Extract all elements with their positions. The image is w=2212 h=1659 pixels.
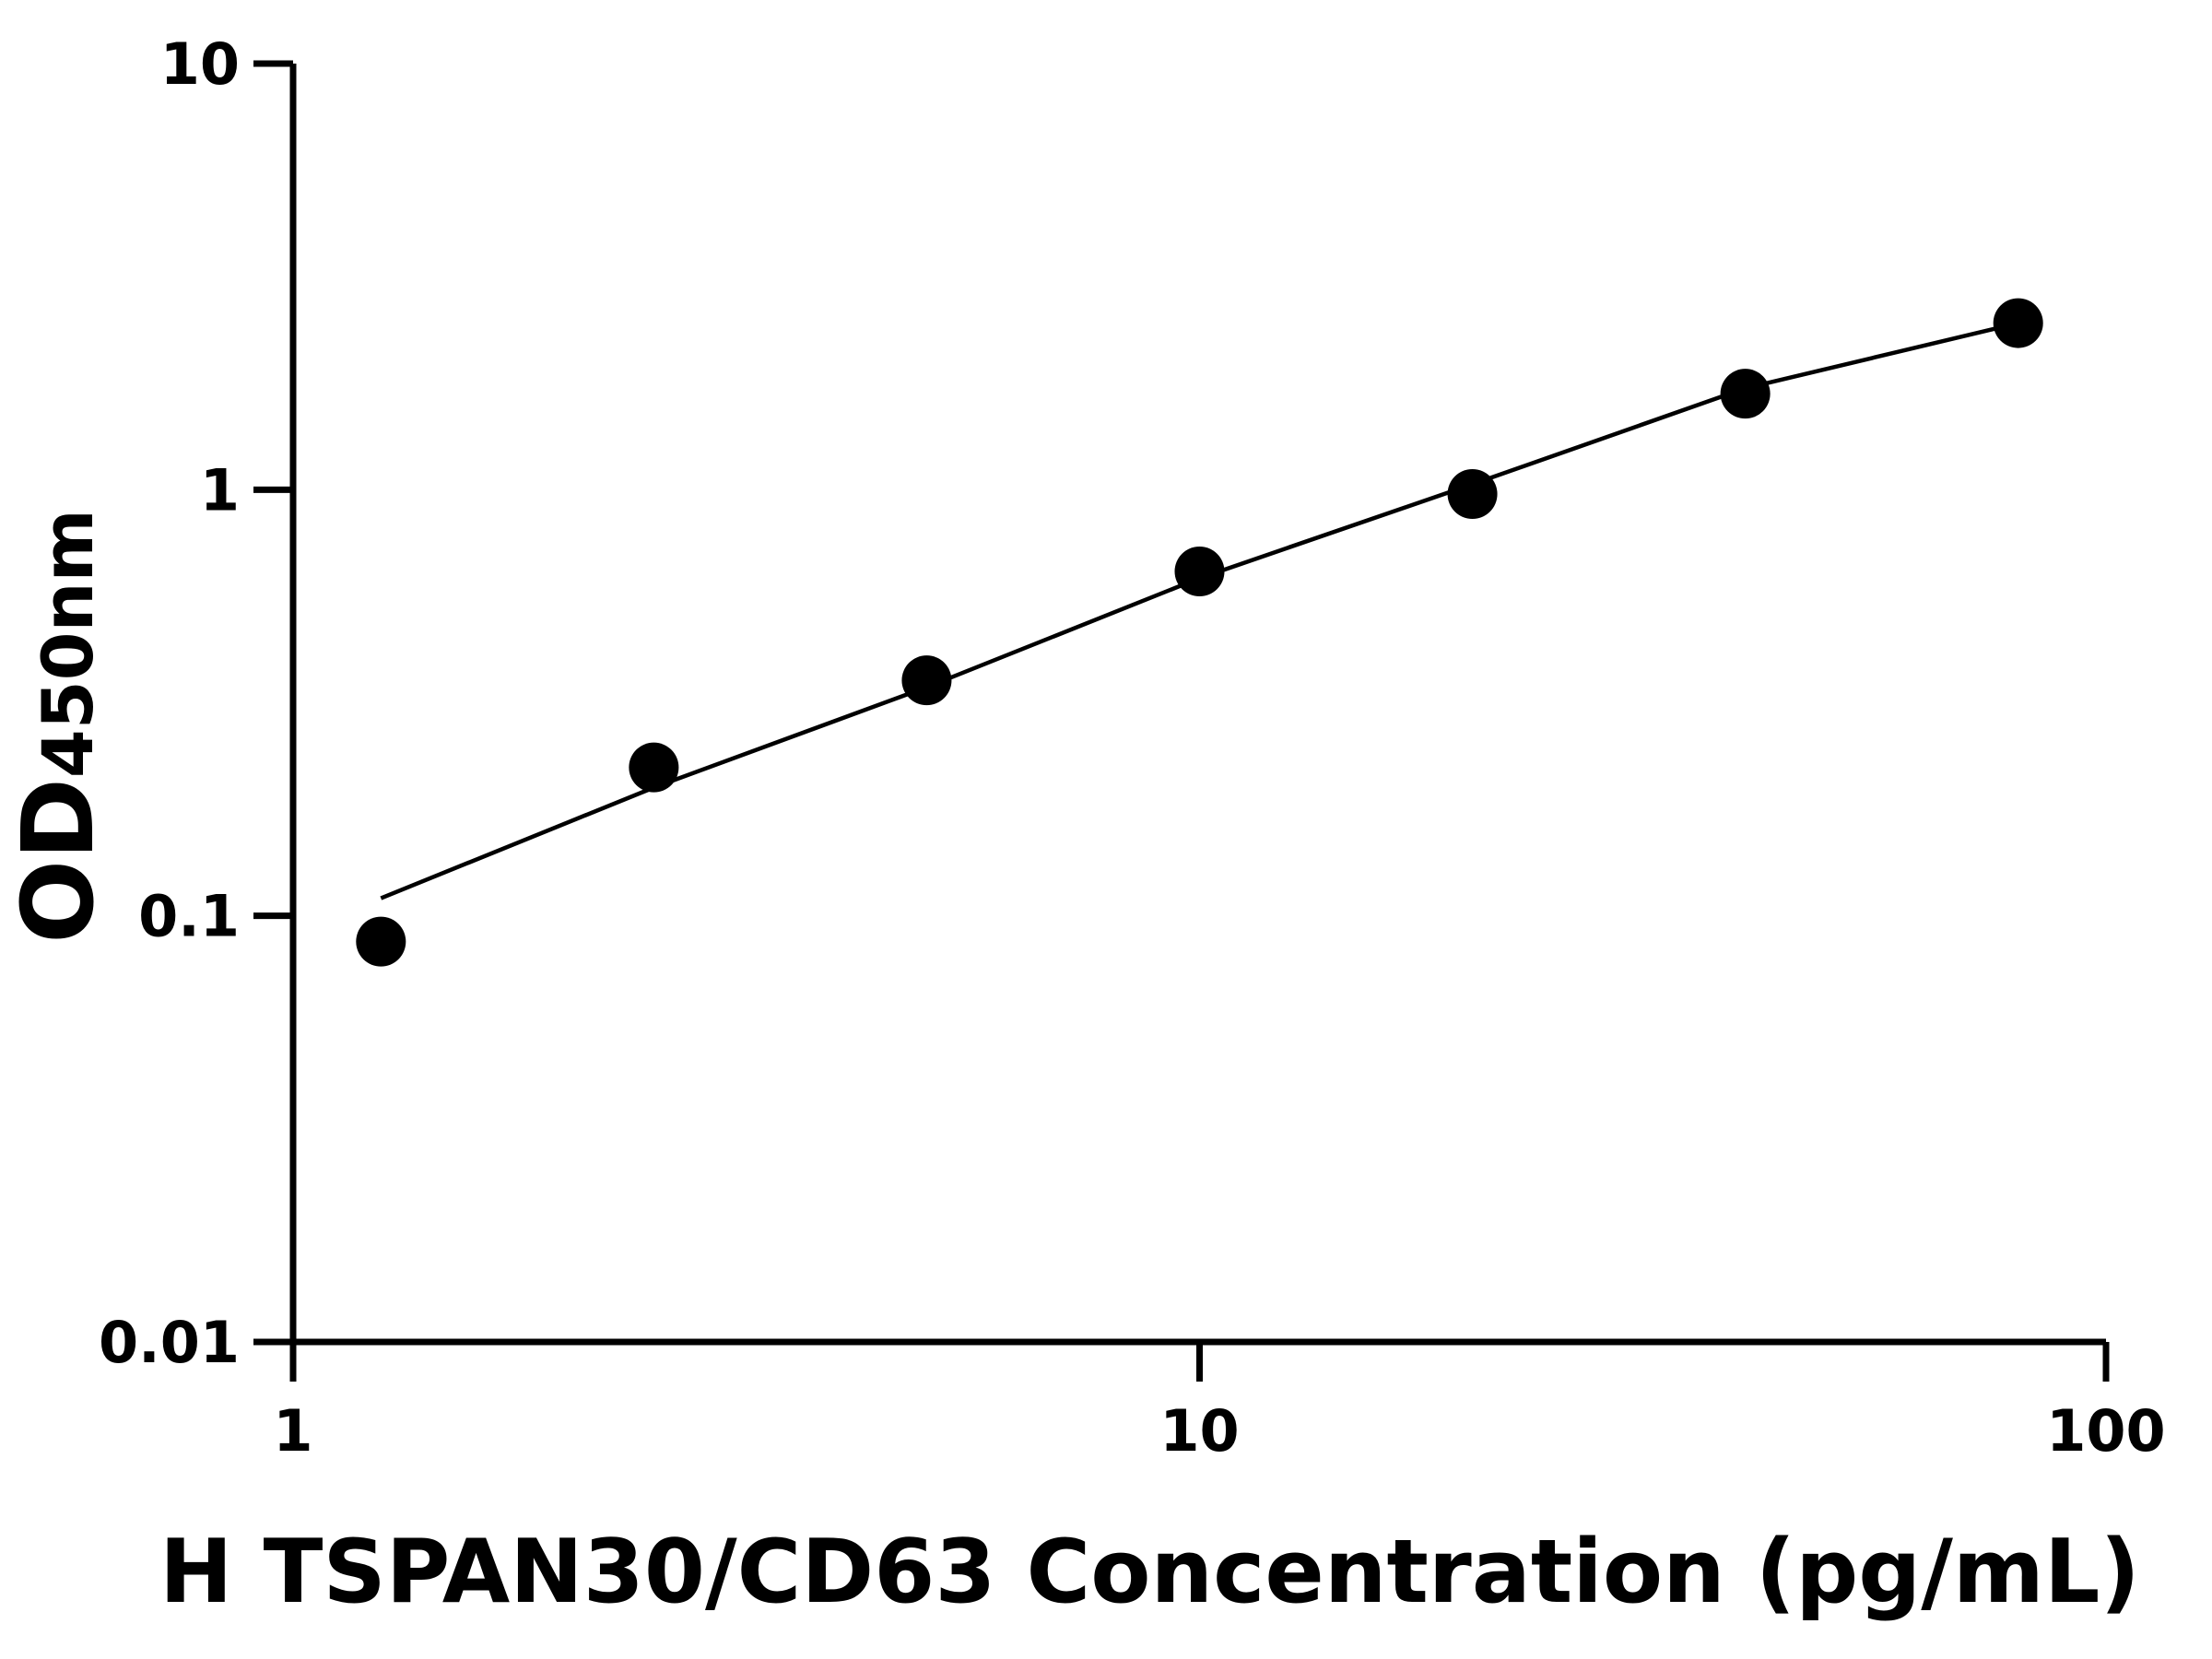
- data-point: [1993, 298, 2043, 348]
- fit-curve: [380, 321, 2019, 900]
- x-tick-label: 10: [1159, 1397, 1239, 1465]
- x-tick-label: 1: [273, 1397, 312, 1465]
- x-axis-label: H TSPAN30/CD63 Concentration (pg/mL): [159, 1522, 2140, 1623]
- data-point: [1720, 369, 1771, 419]
- data-point: [1174, 547, 1225, 597]
- y-tick-label: 1: [200, 456, 240, 524]
- data-point: [629, 742, 679, 793]
- y-tick-label: 0.1: [138, 883, 240, 950]
- data-point: [901, 655, 952, 706]
- y-tick-label: 10: [160, 30, 240, 98]
- y-axis-label-sub: 450nm: [27, 509, 109, 778]
- y-tick-label: 0.01: [99, 1309, 240, 1376]
- data-point: [1447, 469, 1498, 520]
- y-axis-label: OD450nm: [2, 509, 116, 944]
- data-point: [356, 916, 406, 967]
- x-tick-label: 100: [2046, 1397, 2165, 1465]
- y-axis-label-main: OD: [2, 778, 116, 944]
